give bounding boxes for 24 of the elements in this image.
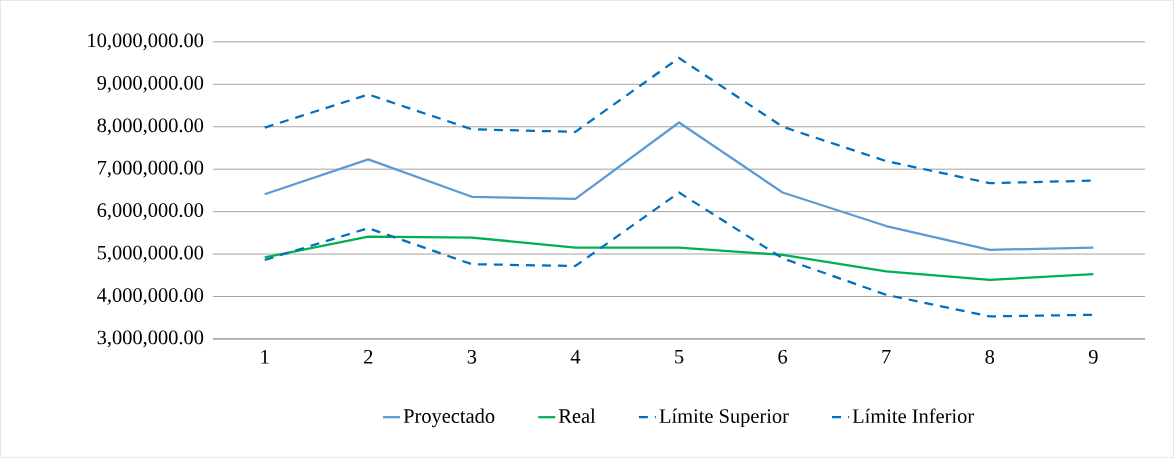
x-tick-label: 4 (570, 350, 581, 364)
y-tick-label: 4,000,000.00 (97, 288, 204, 305)
y-tick-label: 10,000,000.00 (88, 33, 204, 51)
legend-label: Proyectado (403, 408, 495, 428)
x-tick-label: 6 (778, 350, 788, 364)
x-tick-label: 9 (1088, 350, 1098, 364)
legend-label: Límite Superior (659, 408, 789, 428)
line-series (263, 191, 1095, 318)
y-tick-label: 5,000,000.00 (97, 245, 204, 263)
y-tick-label: 8,000,000.00 (97, 118, 204, 136)
x-tick-label: 1 (261, 350, 269, 364)
y-tick-label: 3,000,000.00 (97, 330, 204, 348)
line-series (263, 121, 1095, 252)
legend-label: Real (558, 408, 596, 424)
x-tick-label: 8 (985, 350, 995, 364)
legend-label: Límite Inferior (852, 408, 974, 424)
x-tick-label: 7 (882, 350, 891, 364)
x-tick-label: 2 (364, 350, 373, 364)
x-tick-label: 3 (467, 350, 477, 364)
y-tick-label: 7,000,000.00 (98, 160, 204, 178)
y-tick-label: 9,000,000.00 (97, 76, 204, 93)
line-series (263, 235, 1095, 282)
y-tick-label: 6,000,000.00 (97, 203, 204, 221)
x-tick-label: 5 (675, 350, 684, 364)
